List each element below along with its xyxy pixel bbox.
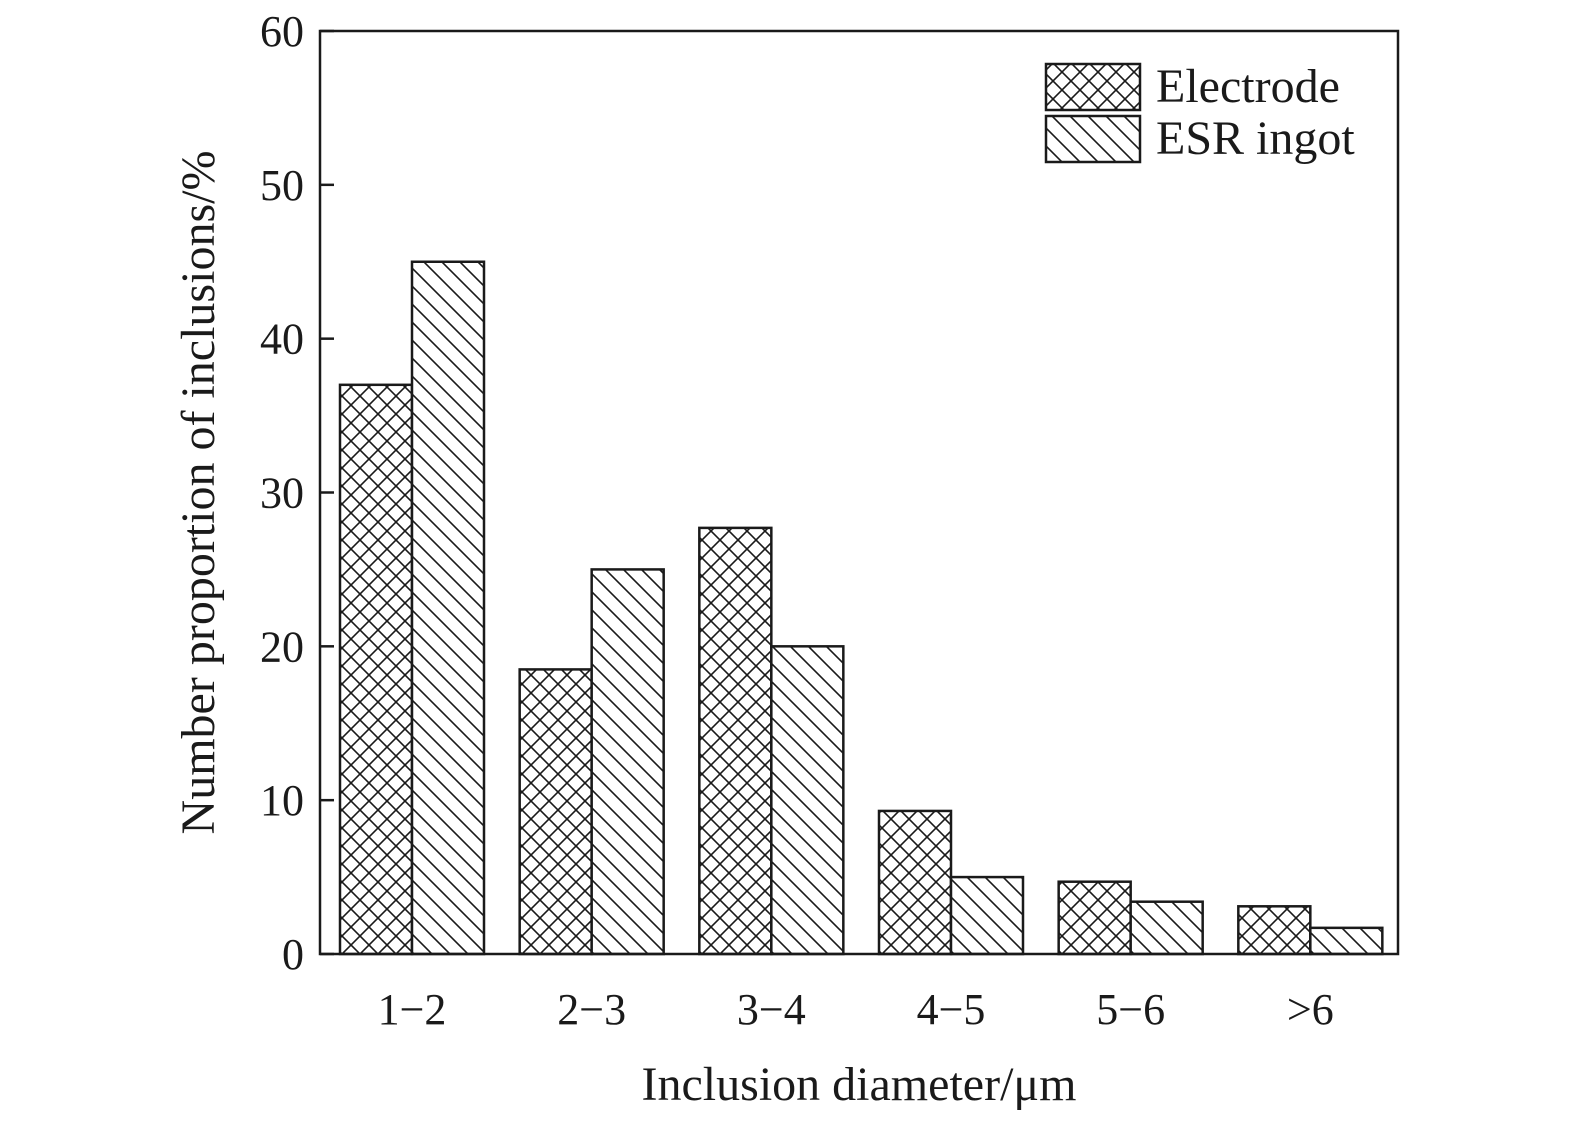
bar-esr-ingot xyxy=(1129,900,1204,956)
y-tick-label: 40 xyxy=(260,315,304,364)
x-tick-label: 1−2 xyxy=(378,985,447,1034)
x-tick-label: 5−6 xyxy=(1096,985,1165,1034)
bar-esr-ingot xyxy=(949,875,1025,956)
y-tick-label: 10 xyxy=(260,776,304,825)
y-tick-label: 30 xyxy=(260,469,304,518)
x-axis: 1−2 2−3 3−4 4−5 5−6 >6 xyxy=(378,985,1334,1034)
bar-esr-ingot xyxy=(410,260,486,956)
bar-electrode xyxy=(877,809,953,956)
x-tick-label: 3−4 xyxy=(737,985,806,1034)
x-tick-label: 4−5 xyxy=(917,985,986,1034)
x-axis-title: Inclusion diameter/μm xyxy=(642,1058,1077,1111)
y-axis-title: Number proportion of inclusions/% xyxy=(172,151,225,835)
bar-electrode xyxy=(338,383,414,956)
y-tick-label: 20 xyxy=(260,622,304,671)
y-tick-label: 0 xyxy=(282,930,304,979)
legend-swatch xyxy=(1044,62,1142,112)
bar-esr-ingot xyxy=(770,645,845,956)
x-tick-label: >6 xyxy=(1287,985,1334,1034)
y-tick-label: 60 xyxy=(260,7,304,56)
legend-swatch xyxy=(1044,114,1142,164)
bars xyxy=(338,260,1384,956)
bar-electrode xyxy=(698,526,773,956)
bar-electrode xyxy=(1057,880,1132,956)
bar-electrode xyxy=(1237,905,1312,956)
legend-label: ESR ingot xyxy=(1156,112,1355,165)
y-axis: 0 10 20 30 40 50 60 xyxy=(260,7,334,979)
x-tick-label: 2−3 xyxy=(557,985,626,1034)
legend-label: Electrode xyxy=(1156,60,1340,113)
bar-esr-ingot xyxy=(1309,926,1384,956)
bar-electrode xyxy=(518,668,593,956)
y-tick-label: 50 xyxy=(260,161,304,210)
plot-frame xyxy=(318,29,1400,956)
bar-esr-ingot xyxy=(590,568,665,956)
